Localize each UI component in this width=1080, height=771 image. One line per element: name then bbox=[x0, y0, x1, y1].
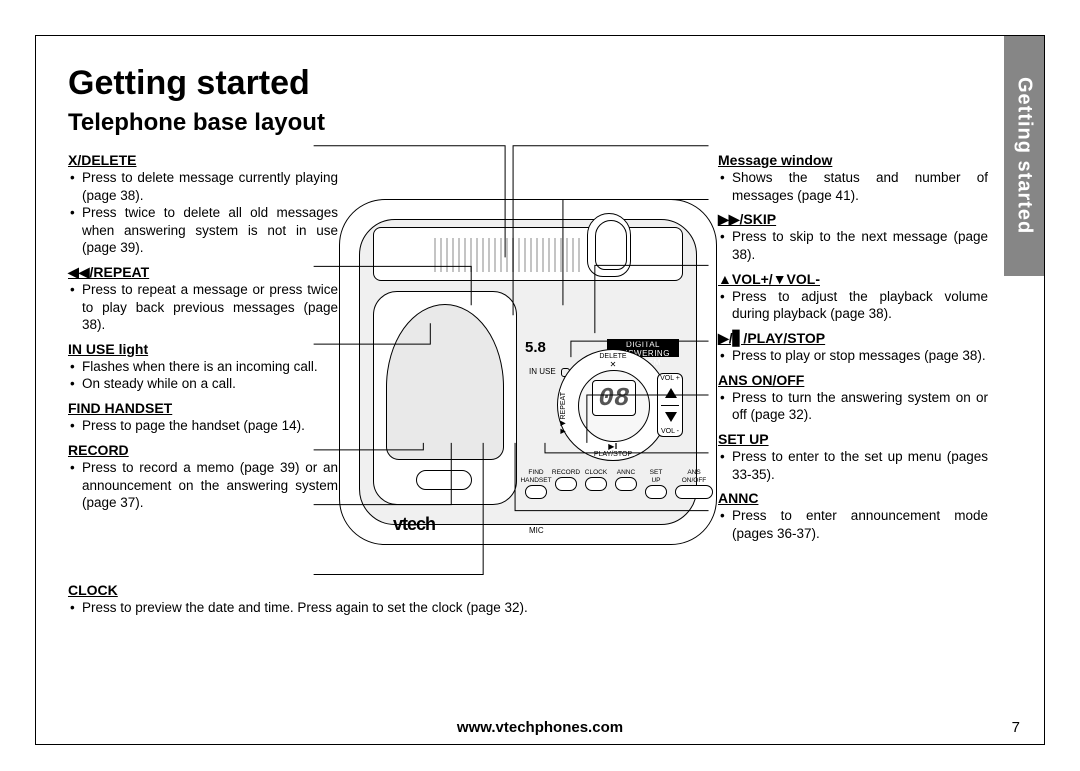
volume-rocker: VOL + VOL - bbox=[657, 373, 683, 437]
brand-logo: vtech bbox=[393, 514, 435, 535]
callout-ansonoff-head: ANS ON/OFF bbox=[718, 371, 988, 389]
right-callouts-column: Message window Shows the status and numb… bbox=[710, 145, 988, 575]
in-use-light-label: IN USE bbox=[529, 367, 556, 376]
mic-label: MIC bbox=[529, 526, 544, 535]
callout-text: Press to record a memo (page 39) or an a… bbox=[68, 459, 338, 512]
callout-text: Press to enter announcement mode (pages … bbox=[718, 507, 988, 542]
control-dial: DELETE PLAY/STOP REPEAT SKIP 08 bbox=[557, 349, 669, 461]
callout-text: Press to page the handset (page 14). bbox=[68, 417, 338, 435]
callout-clock-block: CLOCK Press to preview the date and time… bbox=[68, 575, 628, 617]
bottom-callout-row: CLOCK Press to preview the date and time… bbox=[68, 575, 988, 617]
record-button bbox=[555, 477, 577, 491]
callout-text: Press to play or stop messages (page 38)… bbox=[718, 347, 988, 365]
btn-label: ANNC bbox=[617, 469, 635, 477]
callout-text: Press to enter to the set up menu (pages… bbox=[718, 448, 988, 483]
manual-page: Getting started Getting started Telephon… bbox=[35, 35, 1045, 745]
setup-button bbox=[645, 485, 667, 499]
badge-line1: DIGITAL bbox=[607, 340, 679, 349]
callout-text: Flashes when there is an incoming call. bbox=[68, 358, 338, 376]
callout-setup-head: SET UP bbox=[718, 430, 988, 448]
callout-vol-head: ▲VOL+/▼VOL- bbox=[718, 270, 988, 288]
left-callouts-column: X/DELETE Press to delete message current… bbox=[68, 145, 346, 575]
cradle-slot bbox=[416, 470, 472, 490]
page-heading: Telephone base layout bbox=[68, 109, 988, 137]
callout-text: On steady while on a call. bbox=[68, 375, 338, 393]
vol-down-icon bbox=[665, 412, 677, 422]
btn-label: FIND HANDSET bbox=[520, 469, 551, 485]
page-number: 7 bbox=[1012, 719, 1020, 736]
btn-label: CLOCK bbox=[585, 469, 607, 477]
dial-playstop-label: PLAY/STOP bbox=[558, 442, 668, 458]
dial-delete-label: DELETE bbox=[558, 353, 668, 369]
callout-text: Press twice to delete all old messages w… bbox=[68, 204, 338, 257]
vol-plus-label: VOL + bbox=[658, 375, 682, 382]
find-handset-button bbox=[525, 485, 547, 499]
callout-text: Press to skip to the next message (page … bbox=[718, 228, 988, 263]
callout-record-head: RECORD bbox=[68, 441, 338, 459]
btn-label: RECORD bbox=[552, 469, 580, 477]
band-label: 5.8 bbox=[525, 339, 546, 356]
section-heading: Getting started bbox=[68, 64, 988, 103]
device-illustration-area: 5.8 DIGITAL ANSWERING SYSTEM IN USE DELE… bbox=[346, 145, 710, 575]
callout-findhandset-head: FIND HANDSET bbox=[68, 399, 338, 417]
callout-playstop-head: ▶/▋/PLAY/STOP bbox=[718, 329, 988, 347]
callout-text: Press to preview the date and time. Pres… bbox=[68, 599, 628, 617]
clock-button bbox=[585, 477, 607, 491]
callout-inuse-head: IN USE light bbox=[68, 340, 338, 358]
speaker-bar bbox=[373, 227, 683, 281]
callout-text: Shows the status and number of messages … bbox=[718, 169, 988, 204]
footer-url: www.vtechphones.com bbox=[36, 719, 1044, 736]
btn-label: SET UP bbox=[645, 469, 667, 485]
handset-cradle bbox=[373, 291, 517, 505]
page-content: Getting started Telephone base layout X/… bbox=[36, 36, 1044, 744]
dial-repeat-label: REPEAT bbox=[560, 392, 568, 436]
callout-text: Press to turn the answering system on or… bbox=[718, 389, 988, 424]
message-window-lcd: 08 bbox=[592, 380, 636, 416]
callout-clock-head: CLOCK bbox=[68, 581, 628, 599]
callout-text: Press to repeat a message or press twice… bbox=[68, 281, 338, 334]
callout-text: Press to adjust the playback volume duri… bbox=[718, 288, 988, 323]
vol-up-icon bbox=[665, 388, 677, 398]
three-column-layout: X/DELETE Press to delete message current… bbox=[68, 145, 988, 575]
ans-onoff-button bbox=[675, 485, 713, 499]
callout-annc-head: ANNC bbox=[718, 489, 988, 507]
callout-repeat-head: ◀◀/REPEAT bbox=[68, 263, 338, 281]
callout-x-delete-head: X/DELETE bbox=[68, 151, 338, 169]
callout-text: Press to delete message currently playin… bbox=[68, 169, 338, 204]
telephone-base-device: 5.8 DIGITAL ANSWERING SYSTEM IN USE DELE… bbox=[339, 199, 717, 545]
callout-msgwin-head: Message window bbox=[718, 151, 988, 169]
vol-minus-label: VOL - bbox=[658, 428, 682, 435]
btn-label: ANS ON/OFF bbox=[675, 469, 713, 485]
bottom-button-row: FIND HANDSET RECORD CLOCK ANNC SET UP AN… bbox=[525, 469, 713, 499]
callout-skip-head: ▶▶/SKIP bbox=[718, 210, 988, 228]
handset-clip bbox=[587, 213, 631, 277]
annc-button bbox=[615, 477, 637, 491]
